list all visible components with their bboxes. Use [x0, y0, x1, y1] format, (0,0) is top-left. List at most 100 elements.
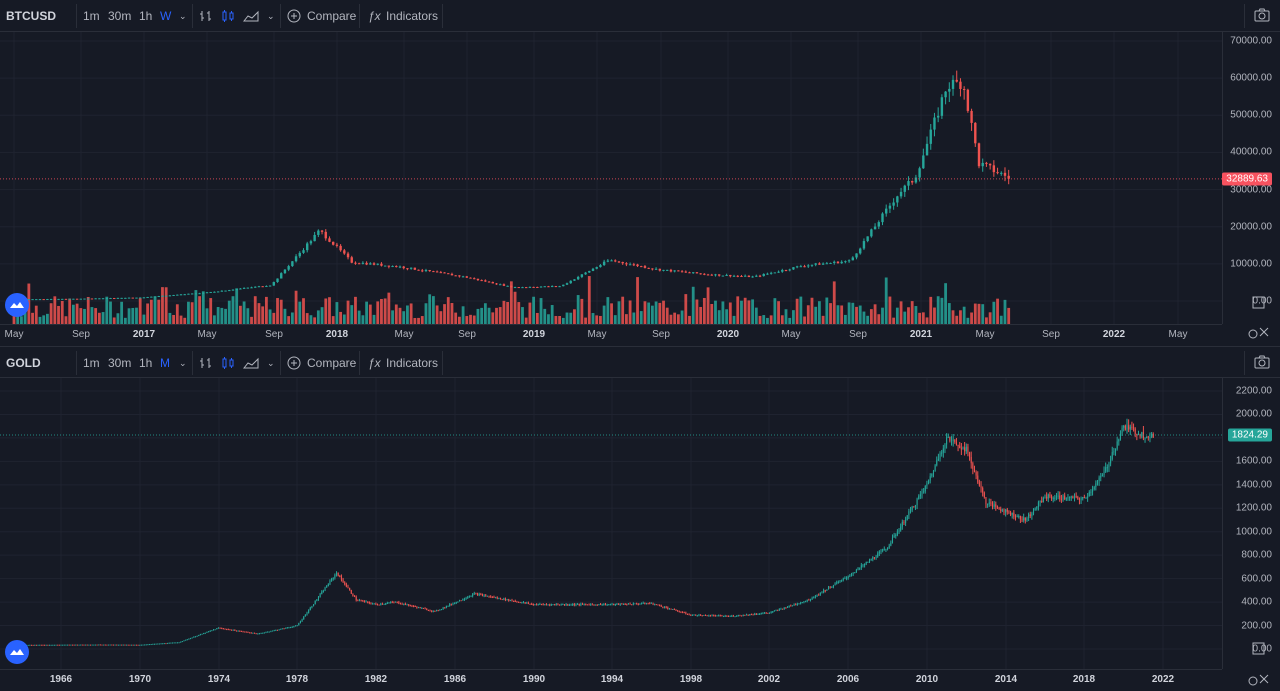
gold-time-axis[interactable]: 1966 1970 1974 1978 1982 1986 1990 1994 1998 2002…	[0, 669, 1222, 691]
candle	[416, 606, 418, 608]
interval-1h[interactable]: 1h	[139, 9, 153, 23]
volume-bar	[884, 277, 888, 324]
btc-price-axis[interactable]: 70000.00 60000.00 50000.00 40000.00 30000.00…	[1222, 32, 1280, 324]
candle	[1059, 495, 1061, 499]
candle	[428, 269, 431, 272]
candle	[32, 644, 34, 646]
candle	[734, 616, 736, 618]
interval-1m[interactable]: 1m	[83, 356, 100, 370]
function-icon[interactable]: ƒx	[368, 9, 381, 23]
volume-bar	[16, 312, 20, 324]
candle	[381, 603, 383, 605]
candle	[899, 191, 903, 197]
gold-chart-panel[interactable]: GOLD 1m 30m 1h M ⌄ ⌄ Compare ƒx Indicato…	[0, 346, 1280, 691]
chevron-down-icon[interactable]: ⌄	[179, 358, 187, 368]
btc-time-axis[interactable]: May Sep 2017 May Sep 2018 May Sep 2019 May Sep 2020…	[0, 324, 1222, 346]
interval-1m[interactable]: 1m	[83, 9, 100, 23]
btc-price-chart[interactable]	[0, 32, 1222, 324]
candle	[480, 280, 483, 282]
volume-bar	[64, 316, 68, 324]
candle	[1013, 512, 1015, 517]
auto-scale-icon[interactable]	[1252, 296, 1266, 310]
candle	[951, 79, 955, 89]
candle	[267, 631, 269, 633]
indicators-button[interactable]: Indicators	[386, 356, 439, 370]
candle	[806, 599, 808, 602]
candle	[71, 644, 74, 646]
candle	[483, 595, 485, 597]
volume-bar	[792, 310, 795, 324]
area-style-icon[interactable]	[243, 9, 259, 23]
candle	[867, 561, 869, 563]
tradingview-logo-icon[interactable]	[5, 640, 29, 664]
candle	[602, 261, 606, 266]
auto-scale-icon[interactable]	[1252, 642, 1266, 656]
interval-1h[interactable]: 1h	[139, 356, 153, 370]
candle	[1046, 496, 1048, 499]
candle	[752, 614, 754, 616]
interval-30m[interactable]: 30m	[108, 9, 132, 23]
candle	[309, 607, 311, 611]
bar-style-icon[interactable]	[199, 9, 213, 23]
candle	[511, 600, 513, 602]
interval-active[interactable]: M	[160, 356, 170, 370]
candle	[137, 644, 139, 646]
candle	[990, 502, 992, 504]
volume-bar	[684, 294, 688, 324]
candle	[176, 294, 179, 296]
candle	[203, 633, 205, 635]
settings-icon[interactable]	[1243, 322, 1273, 342]
volume-bar	[888, 296, 892, 324]
interval-30m[interactable]: 30m	[108, 356, 132, 370]
area-style-icon[interactable]	[243, 356, 259, 370]
candle	[139, 644, 141, 646]
settings-icon[interactable]	[1243, 669, 1273, 689]
candle	[306, 612, 308, 616]
candle	[814, 596, 816, 598]
compare-button[interactable]: Compare	[307, 356, 357, 370]
candle	[332, 577, 334, 579]
compare-button[interactable]: Compare	[307, 9, 357, 23]
volume-bar	[509, 281, 513, 324]
candle	[1152, 433, 1154, 438]
volume-bar	[220, 307, 224, 324]
candle	[758, 275, 762, 277]
divider	[192, 4, 193, 28]
candle	[1119, 433, 1121, 440]
camera-icon[interactable]	[1254, 355, 1270, 369]
indicators-button[interactable]: Indicators	[386, 9, 439, 23]
plus-circle-icon[interactable]	[287, 9, 301, 23]
candle	[90, 298, 94, 300]
candle	[27, 299, 31, 301]
interval-active[interactable]: W	[160, 9, 172, 23]
symbol-label[interactable]: BTCUSD	[6, 9, 56, 23]
chevron-down-icon[interactable]: ⌄	[267, 11, 275, 21]
gold-price-chart[interactable]	[0, 378, 1222, 669]
candle	[717, 274, 721, 276]
candle	[439, 609, 441, 611]
candle	[881, 213, 884, 223]
btc-chart-panel[interactable]: BTCUSD 1m 30m 1h W ⌄ ⌄ Compare ƒx Indica…	[0, 0, 1280, 346]
volume-bar	[187, 301, 190, 324]
symbol-label[interactable]: GOLD	[6, 356, 41, 370]
candle	[947, 436, 949, 438]
chevron-down-icon[interactable]: ⌄	[179, 11, 187, 21]
camera-icon[interactable]	[1254, 8, 1270, 22]
candle-style-icon[interactable]	[221, 356, 235, 370]
function-icon[interactable]: ƒx	[368, 356, 381, 370]
bar-style-icon[interactable]	[199, 356, 213, 370]
candle	[63, 644, 65, 646]
gold-price-axis[interactable]: 2200.002000.001800.001600.001400.001200.…	[1222, 378, 1280, 669]
tradingview-logo-icon[interactable]	[5, 293, 29, 317]
candle	[40, 644, 42, 646]
candle	[37, 644, 39, 646]
candle	[739, 615, 741, 617]
candle	[460, 600, 462, 602]
volume-bar	[858, 305, 862, 324]
candle-style-icon[interactable]	[221, 9, 235, 23]
plus-circle-icon[interactable]	[287, 356, 301, 370]
chevron-down-icon[interactable]: ⌄	[267, 358, 275, 368]
candle	[142, 297, 146, 299]
candle	[385, 603, 387, 605]
volume-bar	[480, 307, 484, 324]
